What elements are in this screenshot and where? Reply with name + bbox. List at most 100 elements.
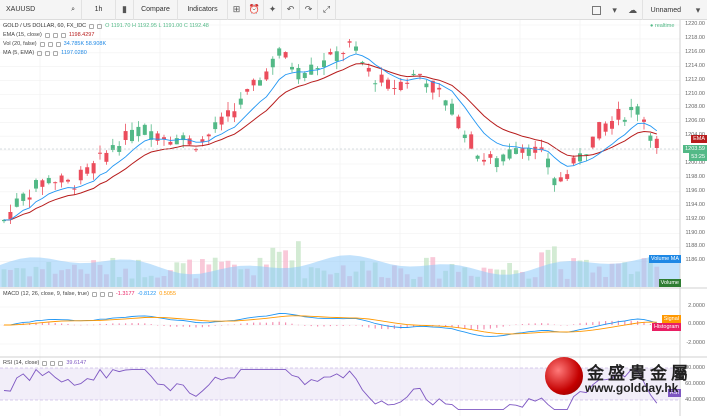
candle-body: [290, 66, 294, 70]
candle-body: [386, 79, 390, 89]
candle-body: [437, 87, 442, 90]
candle-body: [149, 131, 154, 140]
volume-bar: [187, 259, 192, 287]
volume-ma-tag: Volume MA: [648, 255, 681, 263]
ema-value: 1198.4297: [68, 32, 95, 38]
candle-body: [475, 155, 480, 159]
histogram-bar: [438, 325, 440, 327]
realtime-label: realtime: [654, 23, 675, 29]
histogram-bar: [643, 322, 645, 325]
candle-body: [226, 110, 230, 117]
histogram-bar: [630, 320, 632, 325]
ohlc-values: O 1191.70 H 1192.95 L 1191.00 C 1192.48: [105, 23, 209, 29]
candle-body: [494, 158, 499, 168]
eye-icon[interactable]: [37, 50, 43, 56]
macd-value: 0.5055: [159, 291, 177, 297]
settings-icon[interactable]: [97, 23, 103, 29]
settings-icon[interactable]: [47, 41, 53, 47]
price-axis-label: 1216.00: [685, 48, 705, 55]
eye-icon[interactable]: [89, 23, 95, 29]
histogram-bar: [381, 325, 383, 329]
bulb-icon[interactable]: ✦: [264, 0, 282, 20]
histogram-bar: [297, 324, 299, 326]
histogram-bar: [406, 325, 408, 328]
candle-body: [635, 106, 640, 115]
histogram-bar: [457, 325, 459, 328]
chevron-down-icon[interactable]: ▾: [612, 4, 617, 15]
macd-value: -0.8122: [137, 291, 157, 297]
eye-icon[interactable]: [91, 291, 97, 297]
histogram-bar: [144, 323, 146, 325]
histogram-bar: [163, 325, 165, 326]
eye-icon[interactable]: [39, 41, 45, 47]
candle-body: [322, 60, 326, 68]
close-icon[interactable]: [53, 50, 59, 56]
settings-icon[interactable]: [99, 291, 105, 297]
candle-body: [174, 138, 179, 145]
indicators-button[interactable]: Indicators: [178, 0, 228, 20]
alert-icon[interactable]: ⏰: [246, 0, 264, 20]
histogram-bar: [304, 325, 306, 326]
volume-bar: [200, 259, 205, 287]
candle-body: [366, 67, 371, 72]
templates-icon[interactable]: ⊞: [228, 0, 246, 20]
candle-body: [379, 74, 384, 83]
histogram-bar: [521, 324, 523, 325]
eye-icon[interactable]: [44, 32, 50, 38]
search-icon: ⌕: [71, 5, 75, 13]
close-icon[interactable]: [107, 291, 113, 297]
close-icon[interactable]: [58, 360, 64, 366]
last-price-tag: 1203.59: [683, 145, 707, 153]
histogram-bar: [515, 324, 517, 326]
candle-body: [200, 139, 205, 142]
undo-icon[interactable]: ↶: [282, 0, 300, 20]
settings-icon[interactable]: [52, 32, 58, 38]
eye-icon[interactable]: [42, 360, 48, 366]
candle-body: [392, 87, 397, 89]
close-icon[interactable]: [55, 41, 61, 47]
candle-style-icon[interactable]: ▮: [116, 0, 134, 20]
indicators-label: Indicators: [187, 6, 218, 13]
countdown-tag: 53:25: [689, 153, 707, 161]
settings-icon[interactable]: [50, 360, 56, 366]
candle-body: [462, 134, 467, 139]
interval-label: 1h: [94, 6, 103, 13]
candle-body: [648, 135, 653, 141]
histogram-bar: [93, 324, 95, 326]
candle-body: [245, 89, 250, 92]
histogram-bar: [221, 325, 223, 326]
histogram-bar: [329, 325, 331, 327]
candle-body: [98, 152, 102, 154]
compare-button[interactable]: Compare: [134, 0, 178, 20]
cloud-icon[interactable]: ☁: [628, 4, 638, 15]
rsi-tag: RSI: [667, 389, 681, 397]
candle-body: [219, 116, 224, 125]
histogram-bar: [272, 322, 274, 325]
fullscreen-icon[interactable]: ⤢: [318, 0, 336, 20]
interval-selector[interactable]: 1h: [82, 0, 116, 20]
close-icon[interactable]: [60, 32, 66, 38]
symbol-search[interactable]: XAUUSD ⌕: [0, 0, 82, 20]
histogram-bar: [553, 324, 555, 326]
macd-axis-label: 2.0000: [688, 303, 705, 309]
histogram-bar: [310, 325, 312, 327]
macd-legend: MACD (12, 26, close, 9, false, true) -1.…: [3, 291, 176, 297]
candle-body: [155, 133, 160, 141]
histogram-bar: [214, 325, 216, 326]
settings-icon[interactable]: [45, 50, 51, 56]
candle-body: [520, 148, 525, 153]
candle-body: [642, 119, 646, 122]
candle-body: [469, 134, 474, 149]
candle-body: [142, 124, 147, 135]
histogram-bar: [61, 323, 63, 325]
candle-body: [123, 131, 128, 140]
layout-name[interactable]: Unnamed: [641, 0, 689, 20]
histogram-bar: [502, 325, 504, 327]
price-axis-label: 1220.00: [685, 21, 705, 27]
candle-body: [507, 149, 512, 159]
checkbox-icon[interactable]: [591, 5, 601, 15]
candle-body: [130, 129, 134, 142]
redo-icon[interactable]: ↷: [300, 0, 318, 20]
settings-chevron-icon[interactable]: ▾: [695, 4, 701, 15]
goldday-logo-icon: [545, 357, 583, 395]
